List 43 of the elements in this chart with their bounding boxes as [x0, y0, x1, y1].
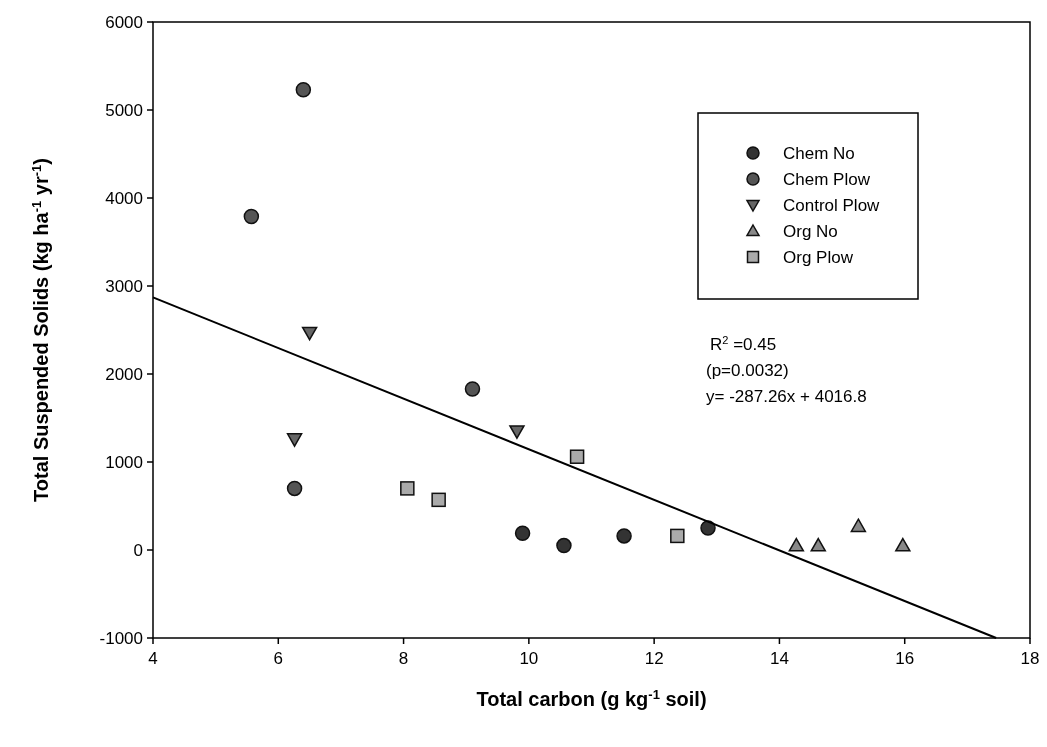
x-tick-label: 14	[769, 649, 789, 668]
y-tick-label: 3000	[105, 277, 143, 296]
point	[850, 518, 867, 533]
point	[514, 525, 531, 542]
point	[670, 528, 685, 544]
x-tick-label: 10	[519, 649, 539, 668]
x-tick-label: 8	[398, 649, 409, 668]
point	[569, 449, 585, 464]
annotation: R$^{2}$ =0.45	[710, 334, 777, 354]
x-axis-title: Total carbon (g kg$^{-1}$ soil)	[476, 686, 707, 710]
point	[509, 425, 525, 439]
y-tick-label: 0	[133, 541, 143, 560]
legend-label: Control Plow	[783, 196, 881, 215]
point	[895, 537, 911, 552]
point	[616, 528, 632, 544]
y-tick-label: 1000	[105, 453, 143, 472]
legend-label: Org Plow	[783, 248, 854, 267]
y-tick-label: 5000	[105, 101, 143, 120]
y-tick-label: 2000	[105, 365, 143, 384]
point	[810, 537, 827, 552]
legend-label: Chem No	[783, 144, 855, 163]
legend-label: Chem Plow	[783, 170, 871, 189]
y-tick-label: -1000	[99, 629, 143, 648]
point	[464, 381, 481, 397]
x-tick-label: 18	[1020, 649, 1040, 668]
x-tick-label: 4	[148, 649, 158, 668]
point	[788, 537, 805, 552]
point	[243, 208, 260, 225]
x-tick-label: 16	[895, 649, 915, 668]
point	[286, 480, 303, 497]
point	[301, 326, 318, 341]
y-tick-label: 4000	[105, 189, 143, 208]
x-tick-label: 12	[644, 649, 664, 668]
point	[556, 537, 572, 554]
point	[400, 481, 415, 496]
legend-label: Org No	[783, 222, 838, 241]
annotation: y= -287.26x + 4016.8	[706, 387, 867, 406]
annotation: (p=0.0032)	[706, 361, 789, 380]
x-tick-label: 6	[273, 649, 284, 668]
y-tick-label: 6000	[105, 13, 143, 32]
point	[295, 82, 312, 98]
point	[286, 433, 303, 447]
point	[431, 492, 446, 508]
